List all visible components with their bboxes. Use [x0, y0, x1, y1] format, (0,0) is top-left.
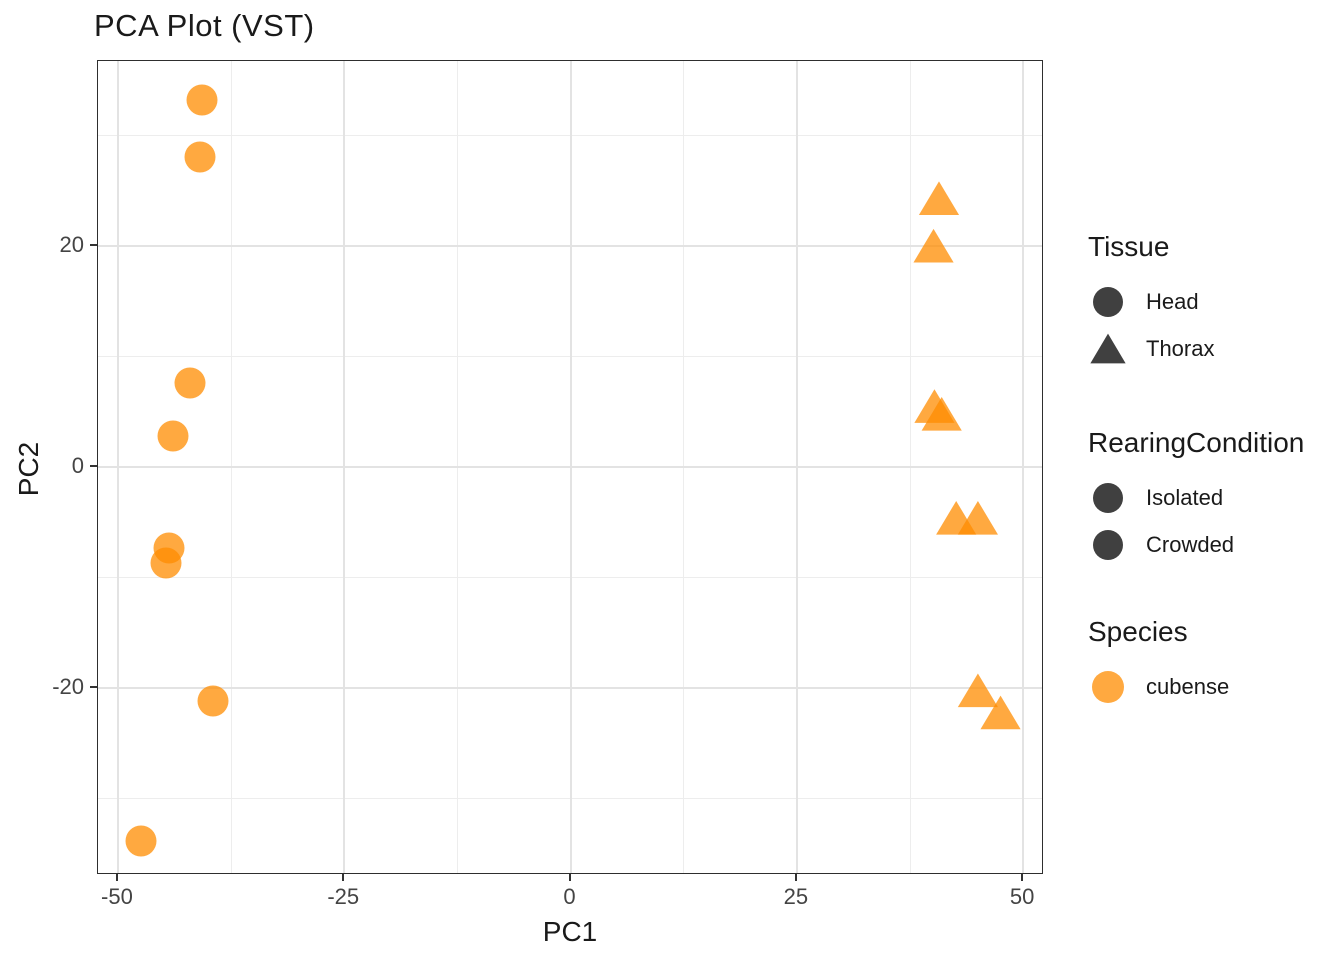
circle-icon	[1088, 667, 1128, 707]
triangle-icon	[1088, 329, 1128, 369]
plot-title: PCA Plot (VST)	[94, 8, 315, 43]
legend-group-rearingcondition: RearingCondition Isolated Crowded	[1088, 424, 1304, 568]
legend-group-tissue: Tissue Head Thorax	[1088, 228, 1214, 372]
data-point-thorax	[918, 181, 960, 215]
legend-title: Species	[1088, 616, 1188, 647]
circle-icon	[1088, 525, 1128, 565]
legend-glyph	[1093, 529, 1123, 560]
x-axis-title: PC1	[542, 916, 598, 947]
x-tick-mark	[568, 874, 571, 881]
legend-glyph	[1093, 482, 1123, 513]
legend-group-species: Species cubense	[1088, 613, 1229, 710]
y-tick-label: -20	[52, 674, 84, 700]
x-tick-mark	[342, 874, 345, 881]
legend-label: Crowded	[1146, 531, 1235, 557]
legend-item-head: Head	[1088, 278, 1214, 325]
legend-glyph	[1090, 333, 1126, 364]
gridline-x-major	[795, 61, 798, 873]
data-point-head	[174, 367, 206, 399]
x-tick-label: 25	[783, 884, 809, 909]
data-point-thorax	[957, 673, 998, 708]
x-tick-label: 50	[1009, 884, 1035, 909]
x-tick-label: 0	[563, 884, 576, 909]
legend-label: Thorax	[1146, 335, 1215, 361]
legend-label: Head	[1146, 288, 1199, 314]
data-point-head	[197, 685, 229, 717]
plot-panel	[97, 60, 1043, 874]
y-tick-label: 20	[59, 231, 84, 257]
circle-icon	[1088, 478, 1128, 518]
x-tick-mark	[115, 874, 118, 881]
y-tick-mark	[90, 243, 97, 246]
data-point-head	[125, 825, 157, 857]
legend-item-isolated: Isolated	[1088, 474, 1304, 521]
y-axis-title: PC2	[13, 441, 44, 497]
legend-item-crowded: Crowded	[1088, 521, 1304, 568]
x-tick-label: -25	[327, 884, 360, 909]
data-point-head	[157, 420, 189, 452]
data-point-head	[184, 141, 216, 173]
gridline-x-major	[1022, 61, 1025, 873]
legend-item-thorax: Thorax	[1088, 325, 1214, 372]
data-point-head	[186, 84, 218, 116]
legend-glyph	[1093, 286, 1123, 317]
gridline-x-major	[569, 61, 572, 873]
y-tick-label: 0	[71, 452, 84, 478]
legend-label: Isolated	[1146, 484, 1224, 510]
legend-title: RearingCondition	[1088, 427, 1305, 458]
x-tick-label: -50	[101, 884, 133, 909]
y-tick-mark	[90, 686, 97, 689]
legend-item-cubense: cubense	[1088, 663, 1229, 710]
x-tick-mark	[1021, 874, 1024, 881]
gridline-x-major	[343, 61, 346, 873]
y-tick-mark	[90, 464, 97, 467]
circle-icon	[1088, 282, 1128, 322]
data-point-head	[150, 547, 182, 579]
x-tick-mark	[794, 874, 797, 881]
legend-title: Tissue	[1088, 231, 1170, 262]
legend-glyph	[1092, 670, 1124, 703]
gridline-x-major	[116, 61, 119, 873]
legend-label: cubense	[1146, 673, 1230, 699]
